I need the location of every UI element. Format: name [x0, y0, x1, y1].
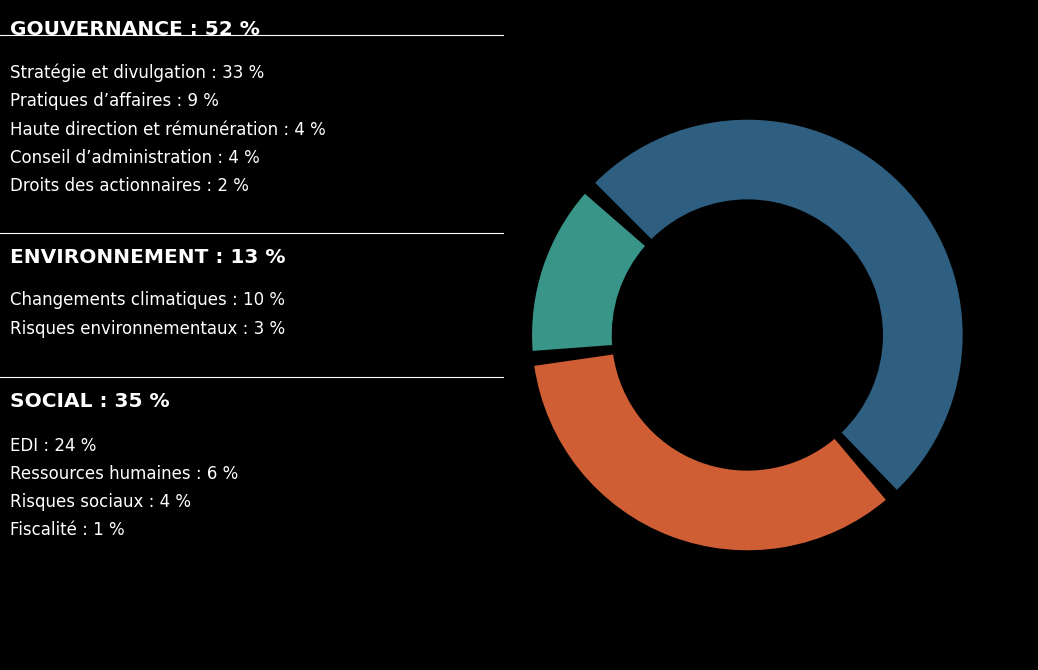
- Text: Ressources humaines : 6 %: Ressources humaines : 6 %: [10, 465, 239, 483]
- Text: Pratiques d’affaires : 9 %: Pratiques d’affaires : 9 %: [10, 92, 219, 110]
- Text: Haute direction et rémunération : 4 %: Haute direction et rémunération : 4 %: [10, 121, 326, 139]
- Text: SOCIAL : 35 %: SOCIAL : 35 %: [10, 392, 170, 411]
- Text: EDI : 24 %: EDI : 24 %: [10, 437, 97, 455]
- Text: Risques sociaux : 4 %: Risques sociaux : 4 %: [10, 493, 191, 511]
- Wedge shape: [535, 354, 885, 550]
- Text: ENVIRONNEMENT : 13 %: ENVIRONNEMENT : 13 %: [10, 248, 285, 267]
- Wedge shape: [595, 120, 962, 490]
- Text: Fiscalité : 1 %: Fiscalité : 1 %: [10, 521, 125, 539]
- Text: GOUVERNANCE : 52 %: GOUVERNANCE : 52 %: [10, 20, 261, 39]
- Wedge shape: [532, 194, 645, 351]
- Text: Risques environnementaux : 3 %: Risques environnementaux : 3 %: [10, 320, 285, 338]
- Text: Droits des actionnaires : 2 %: Droits des actionnaires : 2 %: [10, 177, 249, 195]
- Text: Stratégie et divulgation : 33 %: Stratégie et divulgation : 33 %: [10, 64, 265, 82]
- Text: Conseil d’administration : 4 %: Conseil d’administration : 4 %: [10, 149, 261, 167]
- Text: Changements climatiques : 10 %: Changements climatiques : 10 %: [10, 291, 285, 310]
